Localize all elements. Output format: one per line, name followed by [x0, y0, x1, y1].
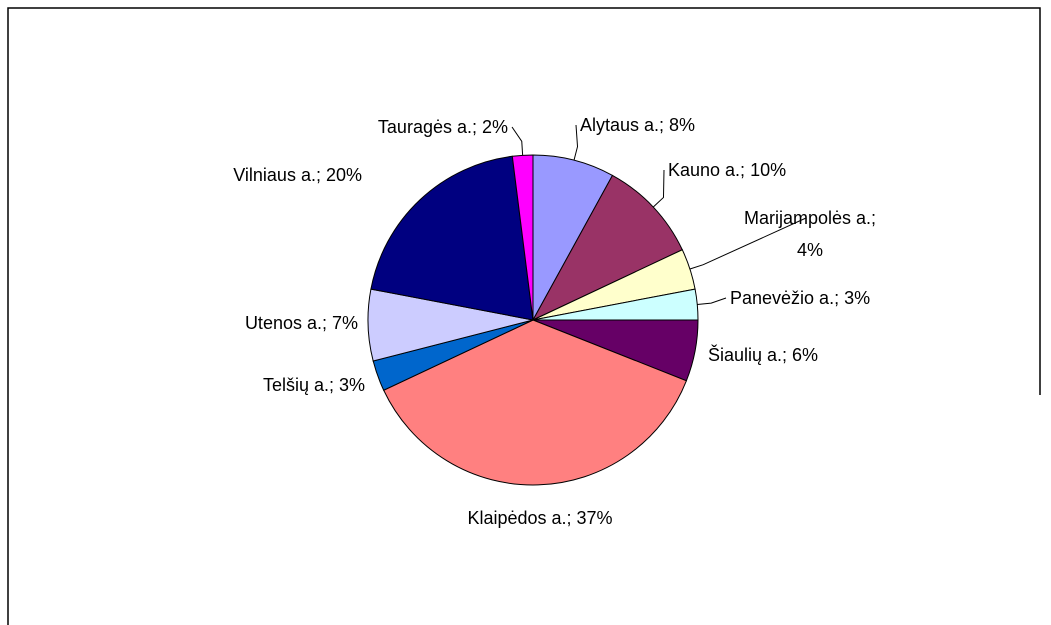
- leader-line: [511, 126, 524, 156]
- leader-line: [689, 217, 807, 270]
- pie-slice: [370, 155, 534, 321]
- data-label: Alytaus a.; 8%: [580, 115, 695, 135]
- data-label: Tauragės a.; 2%: [378, 117, 508, 137]
- chart-frame: [7, 7, 1041, 625]
- pie-slice: [531, 174, 683, 322]
- data-label: Kauno a.; 10%: [668, 160, 786, 180]
- data-label: Vilniaus a.; 20%: [233, 165, 362, 185]
- leader-line: [697, 297, 727, 305]
- data-label: Utenos a.; 7%: [245, 313, 358, 333]
- data-label: Panevėžio a.; 3%: [730, 288, 870, 308]
- pie-slice: [383, 319, 688, 486]
- leader-line: [652, 169, 665, 208]
- data-label: Šiaulių a.; 6%: [708, 344, 818, 365]
- data-label: Klaipėdos a.; 37%: [467, 508, 612, 528]
- data-label: Telšių a.; 3%: [263, 375, 365, 395]
- leader-line: [573, 124, 579, 161]
- data-label: Marijampolės a.; 4%: [744, 208, 876, 260]
